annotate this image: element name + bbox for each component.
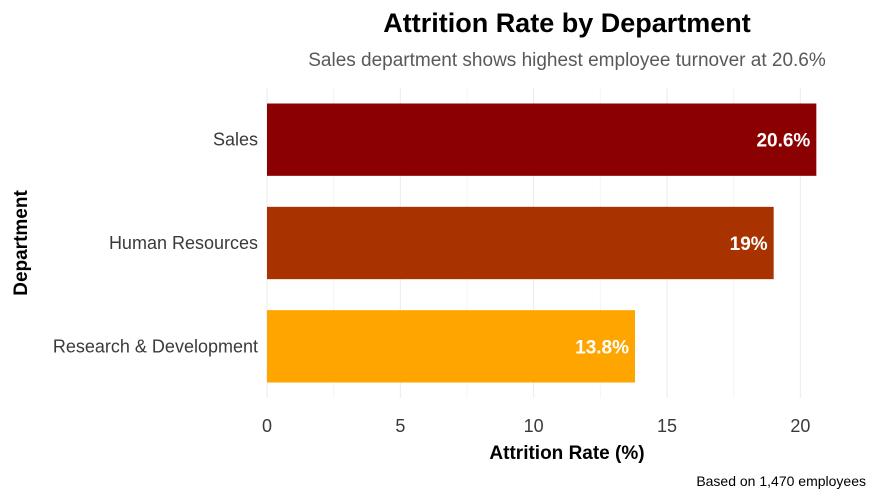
x-tick-label: 0 [262,416,272,436]
category-label: Research & Development [53,336,258,356]
bar-value-label: 13.8% [575,337,629,358]
category-label: Human Resources [109,233,258,253]
x-tick-label: 20 [790,416,810,436]
y-axis-category-labels: Sales Human Resources Research & Developme… [53,130,258,357]
category-label: Sales [213,130,258,150]
y-axis-title: Department [11,190,32,296]
bar-value-label: 19% [730,234,768,255]
bar-value-label: 20.6% [756,131,810,152]
bar [267,310,635,383]
bar [267,206,774,280]
x-axis-tick-labels: 0 5 10 15 20 [262,416,810,436]
data-labels: 20.6% 19% 13.8% [575,131,810,359]
bars [267,103,817,383]
chart-subtitle: Sales department shows highest employee … [308,50,826,71]
chart-caption: Based on 1,470 employees [696,473,866,489]
bar [267,103,817,176]
x-tick-label: 15 [657,416,677,436]
x-tick-label: 5 [395,416,405,436]
x-axis-title: Attrition Rate (%) [489,443,644,464]
chart-title: Attrition Rate by Department [383,8,751,38]
x-tick-label: 10 [524,416,544,436]
